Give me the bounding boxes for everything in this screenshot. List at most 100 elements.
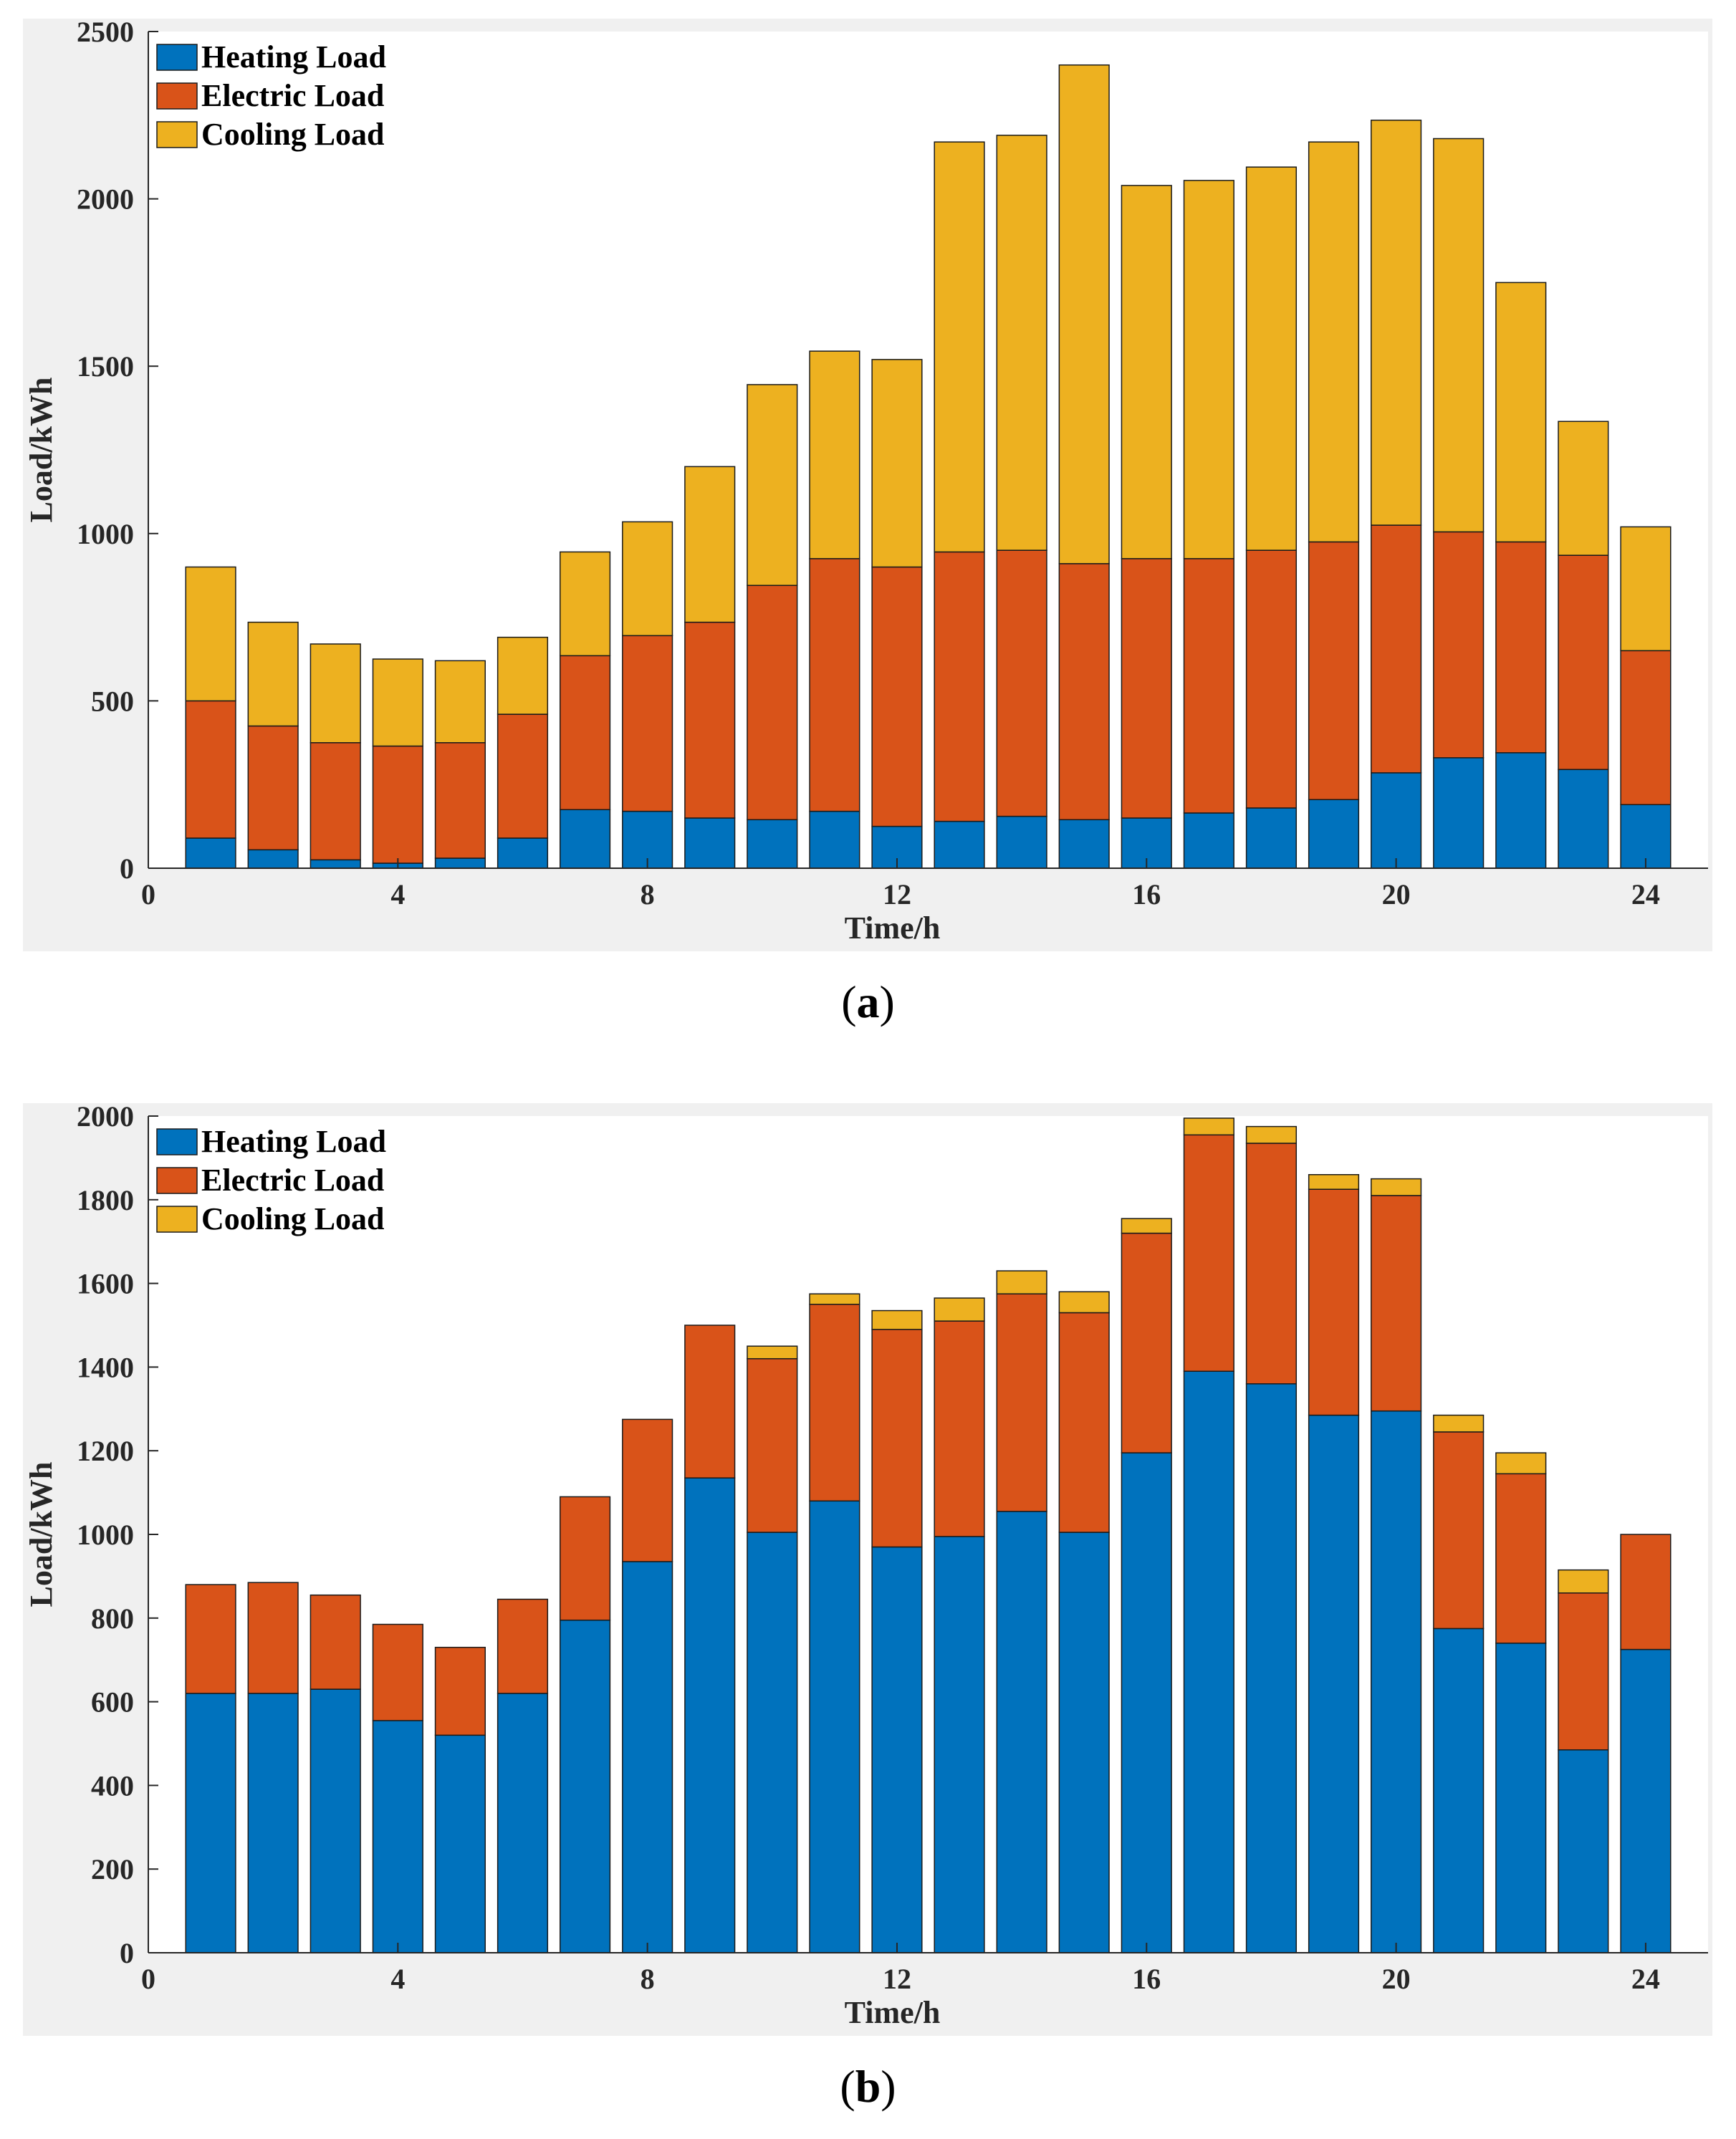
bar-heating-load-t10 [747, 1532, 798, 1953]
bar-heating-load-t20 [1371, 1410, 1422, 1953]
chart-panel-b: 0 200 400 600 800 1000 1200 1400 1600 1800 2000 0 4 8… [23, 1103, 1712, 2036]
bar-electric-load-t1 [185, 1584, 236, 1694]
bar-cooling-load-t21 [1433, 138, 1485, 533]
bar-cooling-load-t23 [1558, 1569, 1609, 1594]
x-tick-label: 12 [883, 878, 911, 910]
bar-cooling-load-t5 [434, 660, 486, 744]
bar-cooling-load-t24 [1620, 526, 1672, 652]
caption-a: (a) [841, 976, 895, 1027]
bar-electric-load-t21 [1433, 531, 1485, 759]
legend-label-heating-load: Heating Load [201, 1124, 386, 1159]
bar-electric-load-t12 [871, 1329, 923, 1548]
y-tick-label: 500 [91, 685, 134, 717]
bar-heating-load-t3 [310, 1688, 361, 1953]
bar-electric-load-t20 [1371, 524, 1422, 774]
bar-heating-load-t18 [1245, 807, 1298, 869]
bar-cooling-load-t2 [247, 621, 299, 727]
bar-heating-load-t22 [1495, 1643, 1547, 1953]
x-tick-label: 24 [1631, 1963, 1660, 1995]
bar-cooling-load-t13 [934, 141, 985, 553]
legend-swatch-heating-load [156, 44, 198, 71]
bar-electric-load-t18 [1245, 1143, 1298, 1385]
bar-heating-load-t16 [1121, 1452, 1172, 1953]
bar-cooling-load-t16 [1121, 185, 1172, 559]
legend-label-electric-load: Electric Load [201, 1163, 384, 1198]
bar-heating-load-t17 [1183, 1370, 1234, 1953]
bar-heating-load-t19 [1308, 799, 1360, 869]
bar-electric-load-t8 [622, 635, 673, 812]
bar-electric-load-t10 [747, 1357, 798, 1533]
bar-cooling-load-t7 [559, 551, 611, 657]
bar-heating-load-t9 [684, 1477, 736, 1953]
chart-panel-a: 0 500 1000 1500 2000 2500 0 4 8 12 16 20 24 Time/h Loa… [23, 19, 1712, 951]
bar-heating-load-t21 [1433, 757, 1485, 869]
legend-label-electric-load: Electric Load [201, 78, 384, 113]
bar-heating-load-t8 [622, 1561, 673, 1953]
x-tick-label: 8 [641, 1963, 655, 1995]
bar-cooling-load-t10 [747, 1345, 798, 1360]
y-tick-label: 1600 [77, 1268, 134, 1300]
bar-cooling-load-t3 [310, 643, 361, 744]
bar-heating-load-t1 [185, 1693, 236, 1953]
bar-heating-load-t15 [1058, 819, 1110, 869]
bar-heating-load-t18 [1245, 1383, 1298, 1953]
bar-heating-load-t23 [1558, 769, 1609, 869]
y-tick-label: 1000 [77, 518, 134, 550]
bar-cooling-load-t1 [185, 566, 236, 702]
bar-electric-load-t2 [247, 1582, 299, 1694]
y-axis-label: Load/kWh [24, 1462, 59, 1607]
bar-cooling-load-t22 [1495, 282, 1547, 543]
bar-electric-load-t11 [809, 558, 860, 812]
bar-cooling-load-t14 [996, 1270, 1047, 1294]
y-tick-label: 0 [120, 1937, 134, 1969]
bar-heating-load-t21 [1433, 1628, 1485, 1953]
bar-electric-load-t16 [1121, 558, 1172, 819]
bar-electric-load-t24 [1620, 650, 1672, 805]
bar-heating-load-t2 [247, 849, 299, 869]
bar-electric-load-t20 [1371, 1195, 1422, 1412]
legend-swatch-heating-load [156, 1128, 198, 1155]
bar-electric-load-t7 [559, 655, 611, 810]
bar-cooling-load-t11 [809, 1293, 860, 1305]
legend-swatch-electric-load [156, 1167, 198, 1194]
bar-cooling-load-t10 [747, 384, 798, 586]
bar-electric-load-t3 [310, 1594, 361, 1690]
x-tick-label: 0 [141, 878, 155, 910]
y-tick-label: 600 [91, 1686, 134, 1719]
bar-cooling-load-t13 [934, 1297, 985, 1322]
bar-heating-load-t6 [497, 837, 549, 869]
bar-electric-load-t22 [1495, 1473, 1547, 1644]
y-tick-label: 2500 [77, 19, 134, 48]
y-tick-label: 2000 [77, 183, 134, 216]
y-tick-label: 1400 [77, 1351, 134, 1383]
y-tick-label: 800 [91, 1602, 134, 1635]
legend-swatch-electric-load [156, 82, 198, 110]
bar-electric-load-t9 [684, 621, 736, 819]
caption-b: (b) [840, 2061, 896, 2112]
y-tick-label: 0 [120, 852, 134, 885]
bar-heating-load-t19 [1308, 1414, 1360, 1953]
bar-electric-load-t6 [497, 713, 549, 839]
bar-electric-load-t24 [1620, 1534, 1672, 1650]
bar-electric-load-t18 [1245, 549, 1298, 809]
bar-heating-load-t20 [1371, 772, 1422, 869]
bar-heating-load-t7 [559, 809, 611, 869]
bar-electric-load-t14 [996, 1293, 1047, 1512]
bar-heating-load-t4 [372, 1720, 423, 1953]
bar-cooling-load-t23 [1558, 420, 1609, 556]
bar-electric-load-t5 [434, 742, 486, 859]
caption-b-label: b [855, 2061, 881, 2112]
bar-cooling-load-t18 [1245, 1125, 1298, 1144]
bar-cooling-load-t12 [871, 359, 923, 568]
bar-heating-load-t7 [559, 1619, 611, 1953]
bar-electric-load-t4 [372, 745, 423, 864]
bar-heating-load-t5 [434, 857, 486, 869]
bar-heating-load-t1 [185, 837, 236, 869]
caption-a-label: a [856, 976, 880, 1027]
bar-electric-load-t5 [434, 1646, 486, 1736]
x-tick-label: 8 [641, 878, 655, 910]
bar-electric-load-t23 [1558, 1592, 1609, 1751]
bar-cooling-load-t17 [1183, 180, 1234, 559]
bar-heating-load-t15 [1058, 1532, 1110, 1953]
